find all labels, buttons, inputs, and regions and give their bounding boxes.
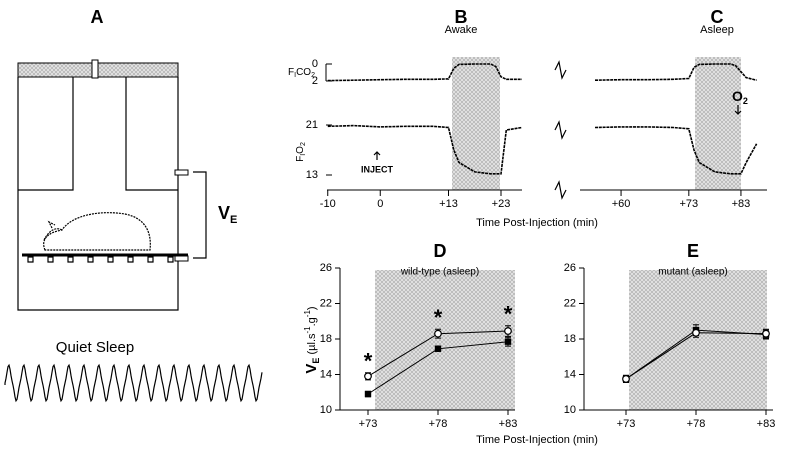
x-tick-label: +73 [359,418,378,430]
lbl: (µl.s [306,333,318,358]
port [174,255,189,262]
data-point [434,329,442,338]
panel-label: C [711,7,724,27]
significance-mark: * [504,302,513,327]
y-tick-label: 10 [564,404,576,416]
x-tick-label: 0 [377,198,383,210]
data-point [504,338,512,345]
chamber-outline [17,77,179,311]
y-tick-label: 10 [320,404,332,416]
inject-label: INJECT [361,164,394,174]
lbl: E [311,358,321,364]
x-tick-label: +83 [757,418,776,430]
y2-axis-label: FIO2 [295,142,308,162]
panel-title: wild-type (asleep) [400,267,479,278]
trace [327,63,522,82]
rat [43,212,151,251]
shaded-period [695,57,741,190]
o2-main: O [732,88,743,104]
panel-label: D [434,241,447,261]
o2-label: O2 [732,88,748,107]
lid-port [91,59,99,79]
trace [594,63,757,81]
y-tick-label: 14 [564,368,576,380]
lbl: CO [296,67,311,78]
panel-label: E [687,241,699,261]
x-tick-label: +83 [499,418,518,430]
data-point [692,328,700,337]
y-axis-label: VE (µl.s-1.g-1) [303,306,322,373]
y-tick-label: 26 [564,262,576,274]
y-tick-label: 18 [320,333,332,345]
x-tick-label: +60 [612,198,631,210]
lbl: .g [306,317,318,326]
lbl: F [288,67,294,78]
y-tick-label: 14 [320,368,332,380]
shaded-period [452,57,500,190]
panel-label: B [455,7,468,27]
panel-title: mutant (asleep) [658,267,727,278]
y2-tick-label: 13 [306,169,318,181]
trace [327,124,523,175]
lbl: I [294,72,296,79]
ve-main: V [218,203,230,223]
y-tick-label: 26 [320,262,332,274]
data-point [504,327,512,335]
panel-label: A [91,7,104,27]
x-tick-label: -10 [320,198,336,210]
ve-sub: E [230,214,237,226]
lbl: O [295,146,306,154]
breathing-trace [4,363,263,403]
significance-mark: * [434,305,443,330]
axis-break [554,60,567,200]
panel-subtitle: Awake [445,24,478,36]
x-tick-label: +83 [732,198,751,210]
caption: Quiet Sleep [56,339,134,356]
x-tick-label: +73 [679,198,698,210]
port [174,169,189,176]
data-point [762,329,770,338]
bracket [193,171,207,259]
x-axis-label: Time Post-Injection (min) [476,217,598,229]
lbl: F [295,156,306,162]
shaded-period [375,270,515,410]
data-point [622,375,630,383]
floor-grid [27,256,174,263]
data-point [364,390,372,398]
shaded-period [629,270,767,410]
lbl: 2 [300,142,307,146]
y-tick-label: 22 [320,297,332,309]
x-tick-label: +23 [492,198,511,210]
y-axis-label: FICO2 [288,67,315,80]
panel-subtitle: Asleep [700,24,734,36]
y2-tick-label: 21 [306,119,318,131]
o2-arrow [734,105,742,115]
inject-arrow [373,151,381,160]
x-axis-label: Time Post-Injection (min) [476,434,598,446]
data-point [364,372,372,381]
y-tick-label: 22 [564,297,576,309]
x-tick-label: +78 [687,418,706,430]
y-tick-label: 0 [312,58,318,70]
significance-mark: * [364,349,373,374]
trace [594,126,758,175]
y-tick-label: 18 [564,333,576,345]
ve-label: VE [218,203,237,226]
lbl: I [300,154,307,156]
lbl: V [303,364,320,374]
data-point [434,345,442,352]
lbl: -1 [303,310,312,318]
lbl: 2 [311,72,315,79]
o2-sub: 2 [743,96,748,106]
x-tick-label: +73 [617,418,636,430]
lbl: -1 [303,326,312,334]
x-tick-label: +13 [439,198,458,210]
lbl: ) [306,306,318,310]
x-tick-label: +78 [429,418,448,430]
y-tick-label: 2 [312,75,318,87]
